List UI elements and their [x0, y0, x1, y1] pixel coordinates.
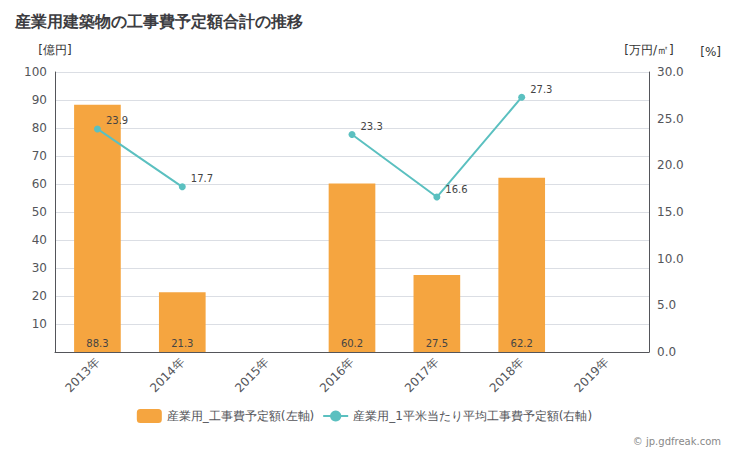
svg-text:2019年: 2019年: [572, 355, 612, 395]
svg-text:30.0: 30.0: [657, 65, 684, 79]
svg-text:21.3: 21.3: [171, 338, 193, 349]
svg-text:産業用_工事費予定額(左軸): 産業用_工事費予定額(左軸): [167, 409, 314, 423]
svg-text:0.0: 0.0: [657, 345, 676, 359]
svg-text:27.5: 27.5: [426, 338, 448, 349]
svg-text:60.2: 60.2: [341, 338, 363, 349]
svg-text:100: 100: [24, 65, 47, 79]
svg-text:80: 80: [32, 121, 47, 135]
svg-text:20.0: 20.0: [657, 158, 684, 172]
svg-text:62.2: 62.2: [511, 338, 533, 349]
svg-text:23.9: 23.9: [106, 115, 128, 126]
svg-text:© jp.gdfreak.com: © jp.gdfreak.com: [633, 436, 721, 447]
svg-text:産業用建築物の工事費予定額合計の推移: 産業用建築物の工事費予定額合計の推移: [14, 12, 303, 31]
svg-text:[%]: [%]: [700, 45, 721, 59]
svg-text:25.0: 25.0: [657, 112, 684, 126]
svg-text:30: 30: [32, 261, 47, 275]
svg-text:2016年: 2016年: [317, 355, 357, 395]
svg-text:10.0: 10.0: [657, 252, 684, 266]
svg-text:[万円/㎡]: [万円/㎡]: [624, 43, 673, 57]
svg-text:50: 50: [32, 205, 47, 219]
svg-text:2013年: 2013年: [62, 355, 102, 395]
svg-text:2014年: 2014年: [147, 355, 187, 395]
svg-text:27.3: 27.3: [530, 84, 552, 95]
svg-text:5.0: 5.0: [657, 298, 676, 312]
svg-text:2017年: 2017年: [402, 355, 442, 395]
svg-text:10: 10: [32, 317, 47, 331]
svg-text:2018年: 2018年: [487, 355, 527, 395]
svg-text:産業用_1平米当たり平均工事費予定額(右軸): 産業用_1平米当たり平均工事費予定額(右軸): [353, 409, 592, 423]
svg-text:60: 60: [32, 177, 47, 191]
svg-text:40: 40: [32, 233, 47, 247]
svg-text:88.3: 88.3: [86, 338, 108, 349]
svg-text:20: 20: [32, 289, 47, 303]
svg-text:17.7: 17.7: [191, 173, 213, 184]
svg-text:2015年: 2015年: [232, 355, 272, 395]
svg-text:23.3: 23.3: [361, 121, 383, 132]
svg-text:90: 90: [32, 93, 47, 107]
svg-text:15.0: 15.0: [657, 205, 684, 219]
svg-text:70: 70: [32, 149, 47, 163]
svg-text:[億円]: [億円]: [38, 43, 71, 57]
svg-text:16.6: 16.6: [445, 184, 467, 195]
